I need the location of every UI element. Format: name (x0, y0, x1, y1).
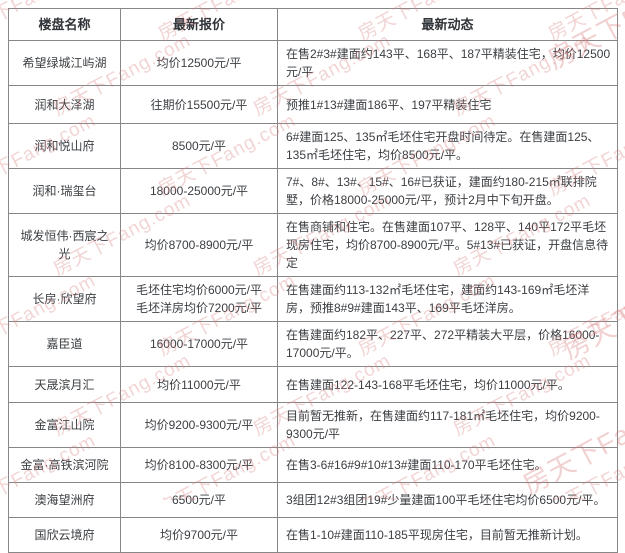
latest-news-cell: 在售建面122-143-168平毛坯住宅，均价11000元/平。 (277, 366, 618, 403)
property-name-cell: 长房·欣望府 (8, 276, 121, 322)
latest-price-cell: 均价8100-8300元/平 (120, 447, 278, 483)
latest-price-cell: 6500元/平 (120, 482, 278, 518)
table-row: 长房·欣望府 毛坯住宅均价6000元/平 毛坯洋房均价7200元/平 在售建面约… (8, 276, 618, 322)
property-name-cell: 城发恒伟·西宸之光 (8, 213, 121, 277)
column-header-latest-news: 最新动态 (277, 8, 618, 41)
latest-news-cell: 在售建面约182平、227平、272平精装大平层，价格16000-17000元/… (277, 321, 618, 367)
latest-news-cell: 3组团12#3组团19#少量建面100平毛坯住宅均价6500元/平。 (277, 482, 618, 518)
column-header-latest-price: 最新报价 (120, 8, 278, 41)
property-name-cell: 澳海望洲府 (8, 482, 121, 518)
table-row: 国欣云境府 均价9700元/平 在售1-10#建面110-185平现房住宅，目前… (8, 517, 618, 553)
property-name-cell: 嘉臣道 (8, 321, 121, 367)
latest-price-cell: 16000-17000元/平 (120, 321, 278, 367)
latest-news-cell: 在售3-6#16#9#10#13#建面110-170平毛坯住宅。 (277, 447, 618, 483)
property-name-cell: 天晟滨月汇 (8, 366, 121, 403)
table-row: 嘉臣道 16000-17000元/平 在售建面约182平、227平、272平精装… (8, 321, 618, 367)
table-row: 澳海望洲府 6500元/平 3组团12#3组团19#少量建面100平毛坯住宅均价… (8, 482, 618, 518)
table-row: 金富·高铁滨河院 均价8100-8300元/平 在售3-6#16#9#10#13… (8, 447, 618, 483)
latest-price-cell: 18000-25000元/平 (120, 168, 278, 214)
latest-news-cell: 在售商铺和住宅。在售建面107平、128平、140平172平毛坯现房住宅，均价8… (277, 213, 618, 277)
latest-news-cell: 在售1-10#建面110-185平现房住宅，目前暂无推新计划。 (277, 517, 618, 553)
latest-news-cell: 目前暂无推新，在售建面约117-181㎡毛坯住宅，均价9200-9300元/平 (277, 402, 618, 448)
property-name-cell: 润和·瑞玺台 (8, 168, 121, 214)
property-name-cell: 润和大泽湖 (8, 85, 121, 124)
latest-news-cell: 在售建面约113-132㎡毛坯住宅，建面约143-169㎡毛坯洋房，预推8#9#… (277, 276, 618, 322)
table-row: 金富江山院 均价9200-9300元/平 目前暂无推新，在售建面约117-181… (8, 402, 618, 448)
latest-price-cell: 毛坯住宅均价6000元/平 毛坯洋房均价7200元/平 (120, 276, 278, 322)
property-name-cell: 希望绿城江屿湖 (8, 40, 121, 86)
column-header-property-name: 楼盘名称 (8, 8, 121, 41)
table-row: 润和·瑞玺台 18000-25000元/平 7#、8#、13#、15#、16#已… (8, 168, 618, 214)
latest-price-cell: 均价11000元/平 (120, 366, 278, 403)
property-listings-table: 楼盘名称 最新报价 最新动态 希望绿城江屿湖 均价12500元/平 在售2#3#… (8, 8, 618, 553)
latest-news-cell: 7#、8#、13#、15#、16#已获证，建面约180-215㎡联排院墅，价格1… (277, 168, 618, 214)
table-row: 润和悦山府 8500元/平 6#建面125、135㎡毛坯住宅开盘时间待定。在售建… (8, 123, 618, 169)
property-name-cell: 金富·高铁滨河院 (8, 447, 121, 483)
property-name-cell: 国欣云境府 (8, 517, 121, 553)
latest-price-cell: 均价12500元/平 (120, 40, 278, 86)
table-row: 润和大泽湖 往期价15500元/平 预推1#13#建面186平、197平精装住宅 (8, 85, 618, 124)
property-name-cell: 金富江山院 (8, 402, 121, 448)
latest-price-cell: 均价9200-9300元/平 (120, 402, 278, 448)
table-row: 城发恒伟·西宸之光 均价8700-8900元/平 在售商铺和住宅。在售建面107… (8, 213, 618, 277)
latest-news-cell: 6#建面125、135㎡毛坯住宅开盘时间待定。在售建面125、135㎡毛坯住宅，… (277, 123, 618, 169)
table-row: 希望绿城江屿湖 均价12500元/平 在售2#3#建面约143平、168平、18… (8, 40, 618, 86)
property-name-cell: 润和悦山府 (8, 123, 121, 169)
latest-price-cell: 均价8700-8900元/平 (120, 213, 278, 277)
latest-news-cell: 预推1#13#建面186平、197平精装住宅 (277, 85, 618, 124)
latest-news-cell: 在售2#3#建面约143平、168平、187平精装住宅，均价12500元/平 (277, 40, 618, 86)
header-row: 楼盘名称 最新报价 最新动态 (8, 8, 618, 41)
latest-price-cell: 均价9700元/平 (120, 517, 278, 553)
latest-price-cell: 往期价15500元/平 (120, 85, 278, 124)
table-row: 天晟滨月汇 均价11000元/平 在售建面122-143-168平毛坯住宅，均价… (8, 366, 618, 403)
latest-price-cell: 8500元/平 (120, 123, 278, 169)
